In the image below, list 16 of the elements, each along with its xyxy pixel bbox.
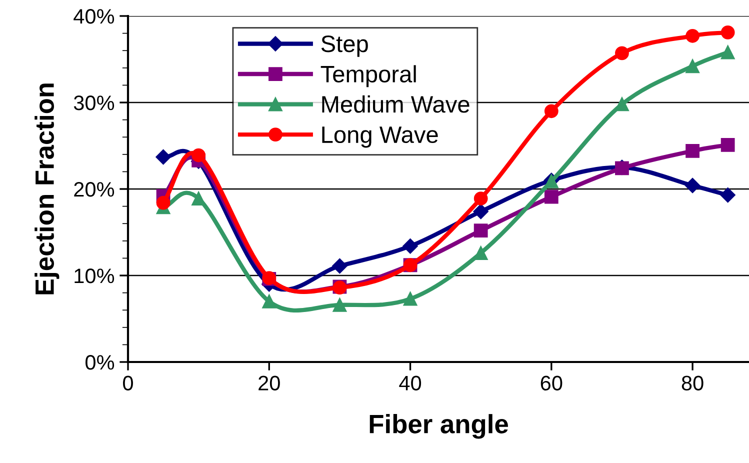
x-axis-title: Fiber angle [370, 414, 508, 439]
legend-label: Step [321, 36, 368, 57]
y-tick-label: 40% [74, 9, 114, 24]
x-tick-label: 40 [399, 376, 422, 390]
y-tick-label: 30% [74, 96, 114, 110]
legend-label: Medium Wave [322, 95, 470, 113]
y-tick-label: 0% [86, 355, 114, 370]
x-tick-label: 20 [258, 376, 280, 390]
x-tick-label: 0 [123, 376, 133, 390]
y-tick-label: 10% [74, 268, 114, 284]
x-tick-label: 80 [682, 376, 704, 390]
x-tick-label: 60 [540, 376, 562, 390]
legend-label: Long Wave [322, 126, 438, 148]
y-axis-title: Ejection Fraction [34, 84, 60, 294]
legend-label: Temporal [320, 65, 416, 88]
y-tick-label: 20% [74, 182, 114, 197]
